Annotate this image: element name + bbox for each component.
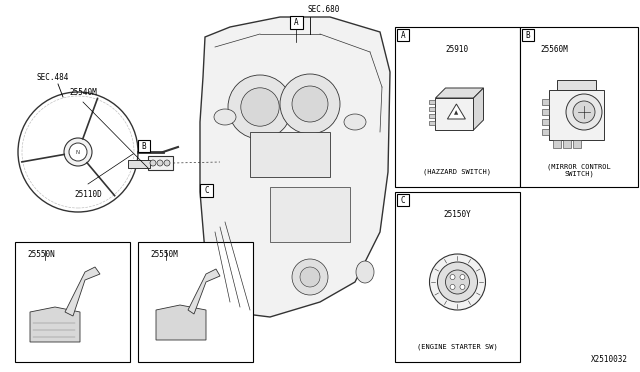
Bar (397, 29, 409, 41)
Bar (522, 29, 534, 41)
Bar (542, 109, 549, 115)
Polygon shape (30, 307, 80, 342)
Circle shape (573, 101, 595, 123)
Circle shape (157, 160, 163, 166)
Ellipse shape (344, 114, 366, 130)
Polygon shape (65, 267, 100, 316)
Circle shape (292, 86, 328, 122)
Bar (573, 140, 581, 148)
Circle shape (445, 270, 470, 294)
Text: SEC.484: SEC.484 (36, 73, 68, 82)
Text: A: A (294, 18, 299, 27)
Text: 25560M: 25560M (540, 45, 568, 54)
Text: 25150Y: 25150Y (444, 210, 472, 219)
Bar (15, 242, 130, 362)
Bar (520, 27, 638, 187)
Bar (557, 80, 596, 90)
Text: 25550M: 25550M (150, 250, 178, 259)
Ellipse shape (356, 261, 374, 283)
Text: C: C (401, 196, 405, 205)
Circle shape (228, 75, 292, 139)
Bar (542, 129, 549, 135)
Bar (148, 156, 173, 170)
Text: A: A (401, 31, 405, 39)
Bar (128, 160, 150, 168)
Bar (429, 114, 435, 118)
Bar (542, 119, 549, 125)
Text: 25540M: 25540M (69, 88, 97, 97)
Bar (542, 99, 549, 105)
Text: B: B (141, 141, 147, 151)
Bar (435, 98, 474, 130)
Bar (429, 100, 435, 104)
Bar (563, 140, 571, 148)
Text: 25550N: 25550N (27, 250, 55, 259)
Text: (MIRROR CONTROL: (MIRROR CONTROL (547, 164, 611, 170)
Circle shape (450, 285, 455, 289)
Circle shape (241, 88, 279, 126)
Text: 25910: 25910 (446, 45, 469, 54)
Circle shape (438, 262, 477, 302)
Bar (270, 187, 350, 242)
Polygon shape (156, 305, 206, 340)
Text: SEC.680: SEC.680 (308, 5, 340, 14)
Bar (553, 140, 561, 148)
Bar (395, 192, 520, 362)
Circle shape (292, 259, 328, 295)
Circle shape (280, 74, 340, 134)
Text: SWITCH): SWITCH) (564, 170, 594, 177)
Text: (ENGINE STARTER SW): (ENGINE STARTER SW) (417, 343, 498, 350)
Polygon shape (474, 88, 483, 130)
Polygon shape (200, 17, 390, 317)
Text: 25110D: 25110D (74, 190, 102, 199)
Circle shape (460, 275, 465, 279)
Bar (429, 121, 435, 125)
Circle shape (164, 160, 170, 166)
Bar (549, 90, 604, 140)
Text: (HAZZARD SWITCH): (HAZZARD SWITCH) (424, 169, 492, 175)
Polygon shape (447, 104, 465, 119)
Bar (138, 140, 150, 152)
Text: B: B (525, 31, 531, 39)
Circle shape (300, 267, 320, 287)
Polygon shape (188, 269, 220, 314)
Bar (397, 194, 409, 206)
Bar (250, 132, 330, 177)
Circle shape (566, 94, 602, 130)
Circle shape (460, 285, 465, 289)
Bar (395, 27, 520, 187)
Circle shape (64, 138, 92, 166)
Bar (290, 16, 303, 29)
Text: X2510032: X2510032 (591, 355, 628, 364)
Bar (200, 184, 213, 197)
Text: ▲: ▲ (454, 110, 458, 115)
Polygon shape (435, 88, 483, 98)
Circle shape (450, 275, 455, 279)
Circle shape (69, 143, 87, 161)
Bar (429, 107, 435, 111)
Circle shape (150, 160, 156, 166)
Text: N: N (76, 150, 80, 154)
Circle shape (429, 254, 486, 310)
Text: C: C (204, 186, 209, 195)
Ellipse shape (214, 109, 236, 125)
Bar (138, 242, 253, 362)
